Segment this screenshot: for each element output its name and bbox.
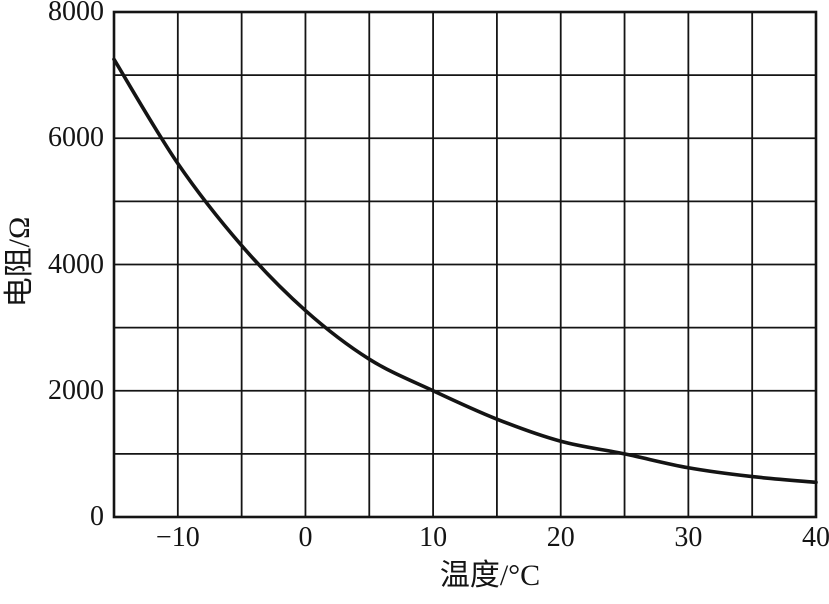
x-tick-label: 30 (674, 522, 703, 553)
y-tick-label: 0 (90, 501, 104, 532)
x-tick-label: 40 (802, 522, 829, 553)
x-tick-label: 10 (419, 522, 448, 553)
x-tick-label: 20 (546, 522, 575, 553)
plot-border (112, 10, 818, 519)
thermistor-resistance-curve (112, 57, 818, 485)
y-axis-title: 电阻/Ω (3, 216, 36, 308)
y-tick-label: 6000 (48, 122, 104, 154)
y-tick-label: 4000 (48, 248, 104, 280)
x-axis-title: 温度/°C (439, 559, 541, 592)
x-tick-label: 0 (298, 522, 313, 553)
x-tick-label: −10 (155, 522, 200, 553)
y-tick-label: 8000 (48, 0, 104, 27)
y-tick-label: 2000 (48, 374, 104, 406)
